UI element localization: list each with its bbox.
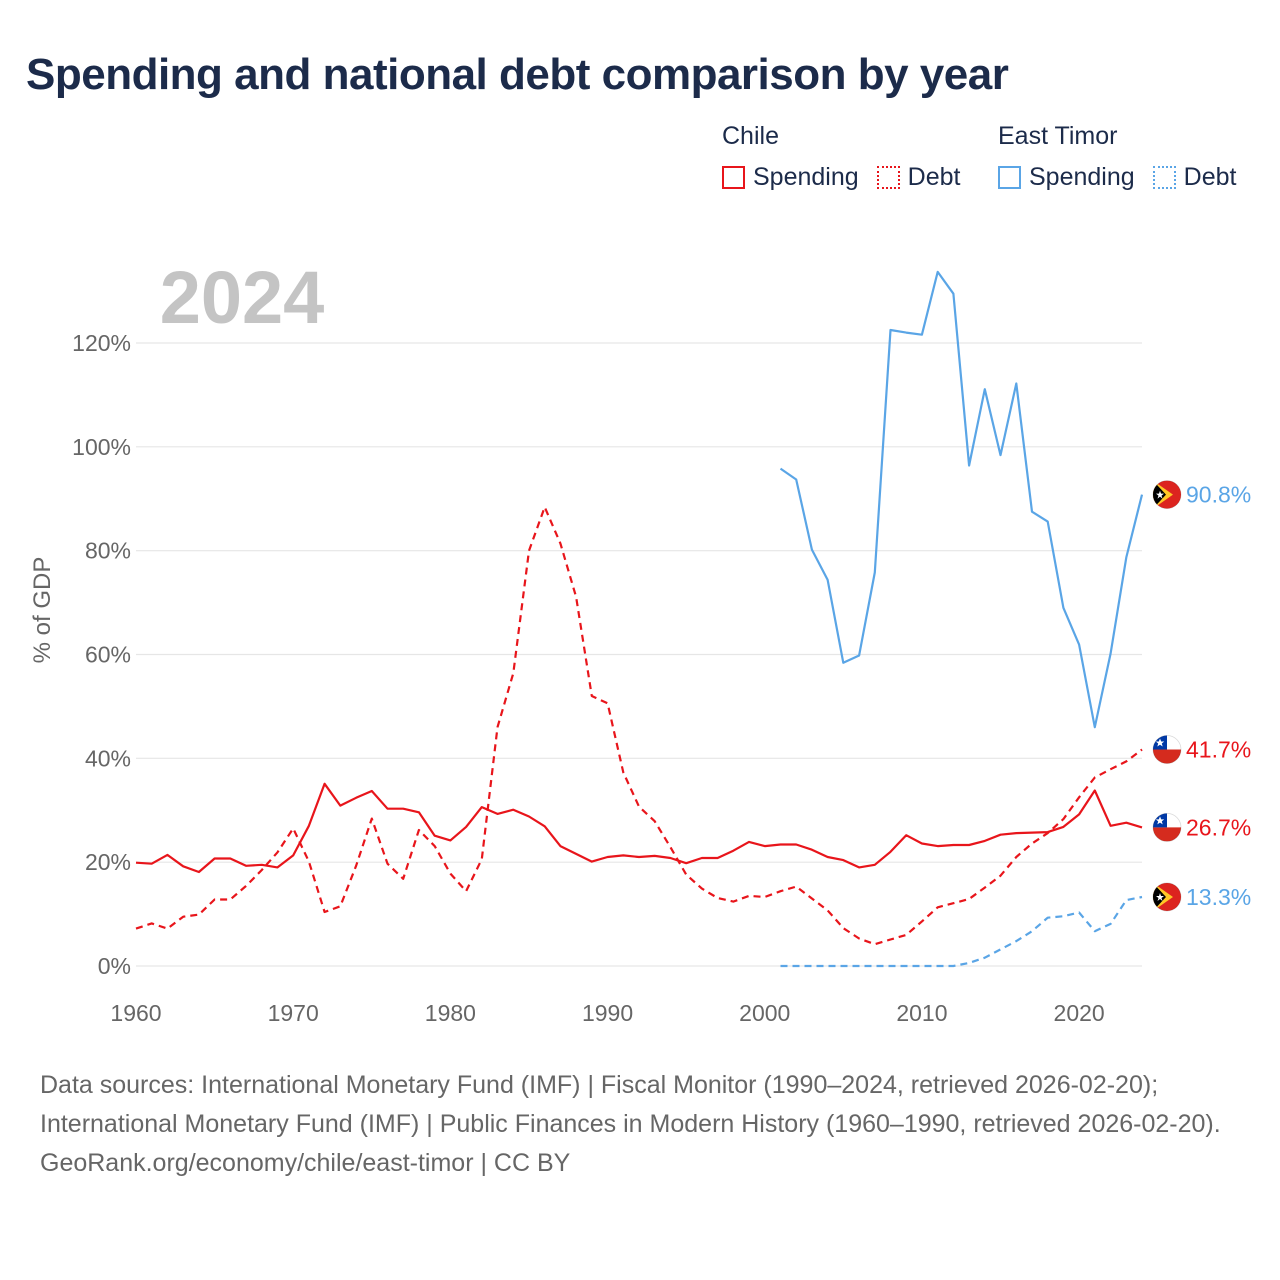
east-timor-flag-icon — [1152, 480, 1182, 509]
legend-item-label: Debt — [907, 163, 961, 191]
series-lines — [135, 270, 1144, 968]
y-tick-label: 0% — [98, 953, 131, 979]
y-axis: 0% 20% 40% 60% 80% 100% 120% — [72, 330, 131, 979]
dotted-line-swatch-icon — [876, 166, 900, 189]
end-value-label: 13.3% — [1186, 884, 1251, 910]
y-tick-label: 20% — [85, 849, 131, 875]
legend-group-name: Chile — [722, 122, 779, 150]
chile-flag-icon — [1152, 735, 1182, 764]
source-note: Data sources: International Monetary Fun… — [40, 1066, 1240, 1183]
legend-east-timor-debt[interactable]: Debt — [1152, 163, 1237, 192]
chile-flag-icon — [1152, 812, 1182, 842]
line-chart: 2024 0% 20% 40% 60% 80% 100% 120% 1960 1970 1980… — [29, 256, 1251, 1026]
x-tick-label: 1970 — [268, 1000, 319, 1026]
legend-item-label: Debt — [1183, 163, 1237, 191]
data-sources-text: Data sources: International Monetary Fun… — [40, 1071, 1221, 1138]
x-tick-label: 2020 — [1054, 1000, 1105, 1026]
end-value-label: 41.7% — [1186, 737, 1251, 763]
y-tick-label: 40% — [85, 745, 131, 771]
legend-group-chile: Chile Spending Debt — [722, 122, 960, 192]
legend-group-east-timor: East Timor Spending Debt — [998, 122, 1236, 192]
legend-group-name: East Timor — [998, 122, 1118, 150]
series-line-chile-debt[interactable] — [135, 506, 1143, 946]
grid-lines — [136, 342, 1142, 967]
dotted-line-swatch-icon — [1152, 166, 1176, 189]
end-value-label: 90.8% — [1186, 482, 1251, 508]
series-line-east-timor-debt[interactable] — [780, 895, 1143, 968]
solid-line-swatch-icon — [722, 166, 745, 189]
y-axis-title: % of GDP — [29, 557, 56, 664]
series-line-east-timor-spending[interactable] — [779, 270, 1144, 729]
legend-chile-spending[interactable]: Spending — [722, 163, 859, 192]
series-line-chile-spending[interactable] — [135, 782, 1143, 874]
legend-item-label: Spending — [1029, 163, 1135, 191]
y-tick-label: 80% — [85, 538, 131, 564]
x-tick-label: 1990 — [582, 1000, 633, 1026]
solid-line-swatch-icon — [998, 166, 1021, 189]
x-tick-label: 2000 — [739, 1000, 790, 1026]
x-tick-label: 1960 — [110, 1000, 161, 1026]
legend-chile-debt[interactable]: Debt — [876, 163, 961, 192]
legend-item-label: Spending — [753, 163, 859, 191]
x-axis: 1960 1970 1980 1990 2000 2010 2020 — [110, 1000, 1104, 1026]
y-tick-label: 60% — [85, 642, 131, 668]
y-tick-label: 100% — [72, 434, 131, 460]
x-tick-label: 2010 — [896, 1000, 947, 1026]
end-value-label: 26.7% — [1186, 814, 1251, 840]
end-labels: 26.7% 41.7% 90.8% 13.3% — [1152, 480, 1251, 912]
east-timor-flag-icon — [1152, 882, 1182, 912]
chart-title: Spending and national debt comparison by… — [26, 50, 1009, 99]
legend-east-timor-spending[interactable]: Spending — [998, 163, 1135, 192]
attribution-link[interactable]: GeoRank.org/economy/chile/east-timor | C… — [40, 1149, 571, 1177]
y-tick-label: 120% — [72, 330, 131, 356]
year-label: 2024 — [160, 256, 325, 339]
x-tick-label: 1980 — [425, 1000, 476, 1026]
